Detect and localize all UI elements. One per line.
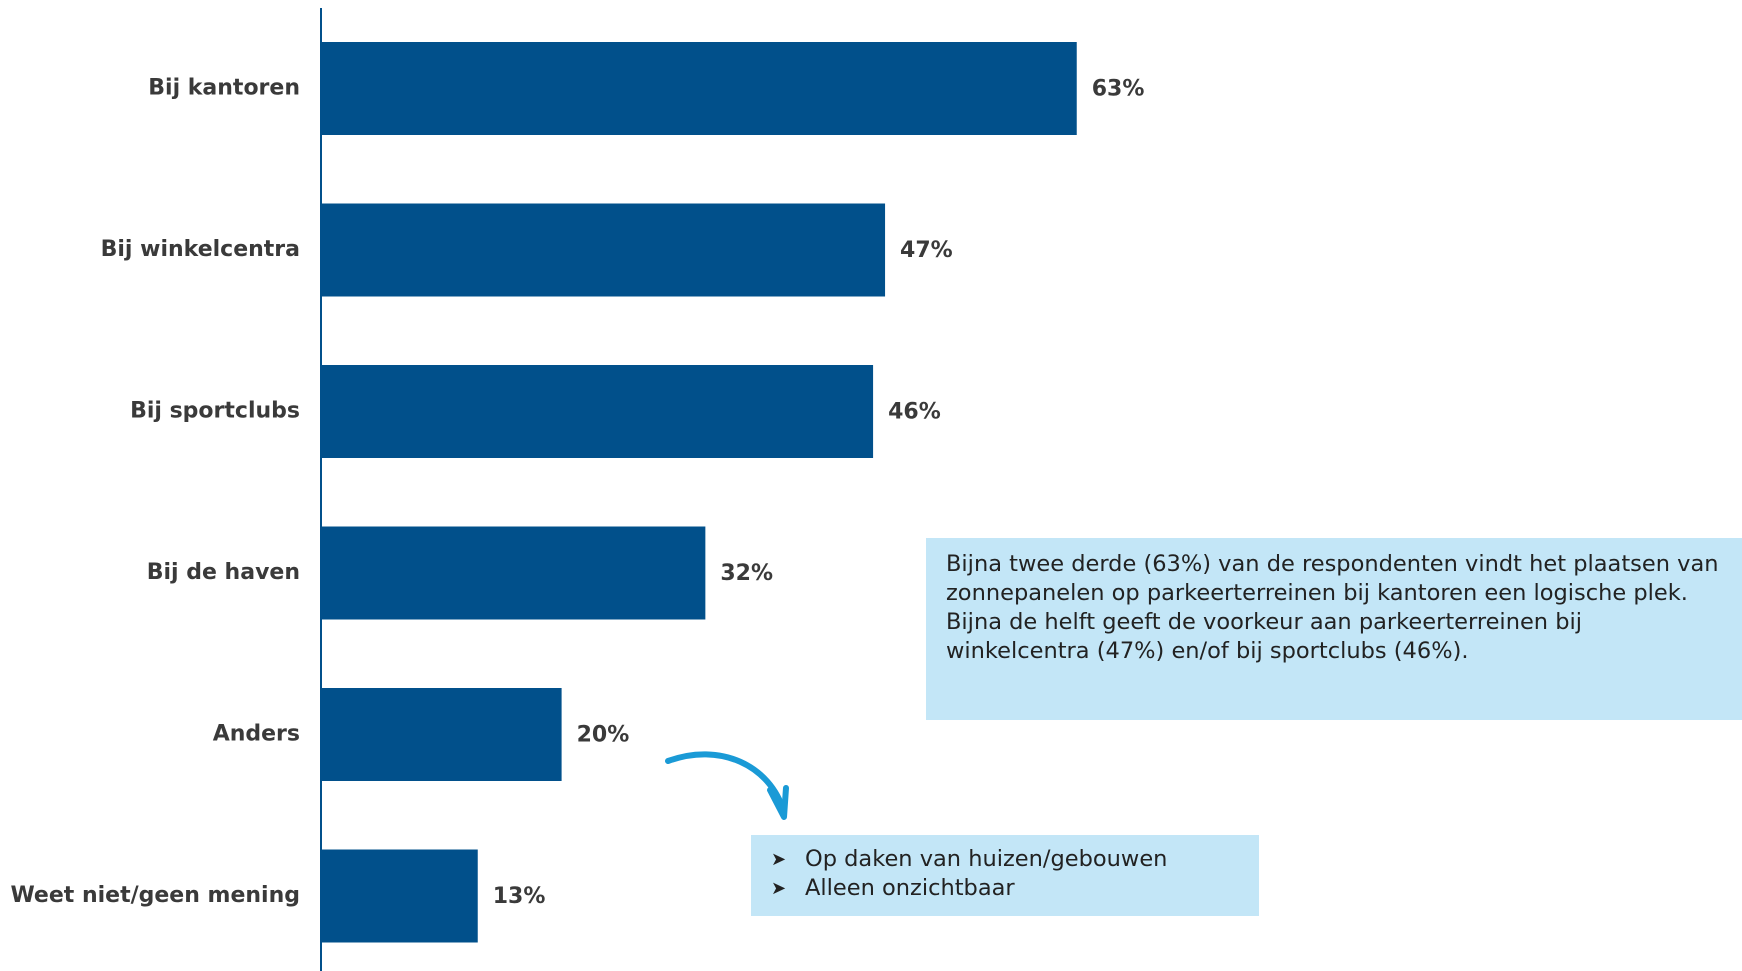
summary-text: Bijna twee derde (63%) van de respondent… <box>946 551 1719 664</box>
bars <box>322 42 1077 943</box>
arrowhead-bullet-icon: ➤ <box>771 849 787 870</box>
value-label: 46% <box>888 400 941 425</box>
category-label: Bij de haven <box>147 560 300 585</box>
category-label: Weet niet/geen mening <box>10 883 300 908</box>
bar <box>322 526 706 620</box>
summary-callout: Bijna twee derde (63%) van de respondent… <box>926 538 1742 720</box>
others-list: ➤ Op daken van huizen/gebouwen ➤ Alleen … <box>771 845 1243 903</box>
value-label: 13% <box>493 884 546 909</box>
category-label: Anders <box>213 722 300 747</box>
category-label: Bij winkelcentra <box>101 237 300 262</box>
bar <box>322 849 478 943</box>
bar <box>322 688 562 781</box>
value-label: 32% <box>720 561 773 586</box>
category-label: Bij kantoren <box>148 76 300 101</box>
bar <box>322 203 886 297</box>
bar <box>322 42 1077 135</box>
value-label: 20% <box>577 723 630 748</box>
category-labels: Bij kantoren Bij winkelcentra Bij sportclu… <box>10 76 300 909</box>
category-label: Bij sportclubs <box>130 399 300 424</box>
others-callout: ➤ Op daken van huizen/gebouwen ➤ Alleen … <box>751 835 1259 916</box>
others-item-label: Alleen onzichtbaar <box>805 875 1015 901</box>
list-item: ➤ Op daken van huizen/gebouwen <box>771 845 1243 874</box>
list-item: ➤ Alleen onzichtbaar <box>771 874 1243 903</box>
bar <box>322 365 874 458</box>
value-labels: 63% 47% 46% 32% 20% 13% <box>493 77 1145 910</box>
others-item-label: Op daken van huizen/gebouwen <box>805 846 1168 872</box>
value-label: 63% <box>1092 77 1145 102</box>
arrowhead-bullet-icon: ➤ <box>771 878 787 899</box>
value-label: 47% <box>900 238 953 263</box>
